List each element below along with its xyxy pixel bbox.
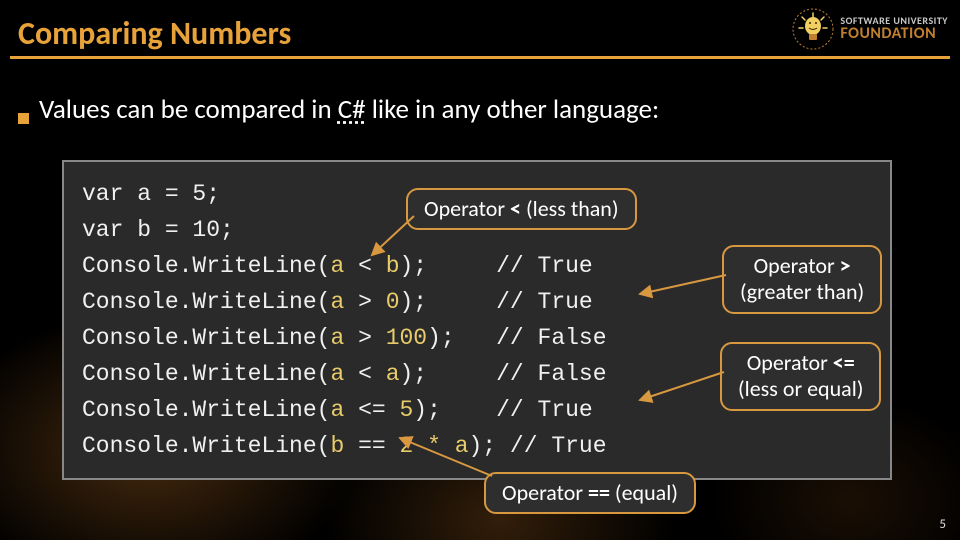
bullet-keyword: C#	[338, 93, 366, 126]
callout-eq: Operator == (equal)	[484, 472, 696, 514]
callout-gt: Operator >(greater than)	[722, 245, 882, 314]
bullet-icon	[18, 113, 29, 124]
callout-le: Operator <=(less or equal)	[720, 342, 881, 411]
foundation-logo: SOFTWARE UNIVERSITY FOUNDATION	[792, 8, 948, 50]
title-underline	[10, 56, 950, 59]
page-number: 5	[939, 517, 946, 532]
callout-lt: Operator < (less than)	[406, 188, 637, 230]
bullet-pre: Values can be compared in	[39, 93, 338, 126]
slide-title: Comparing Numbers	[18, 14, 291, 57]
bullet-text: Values can be compared in C# like in any…	[39, 93, 659, 126]
logo-text: SOFTWARE UNIVERSITY FOUNDATION	[840, 16, 948, 42]
logo-line2: FOUNDATION	[840, 26, 948, 42]
lightbulb-icon	[792, 8, 834, 50]
bullet-point: Values can be compared in C# like in any…	[18, 93, 659, 126]
bullet-post: like in any other language:	[366, 93, 660, 126]
